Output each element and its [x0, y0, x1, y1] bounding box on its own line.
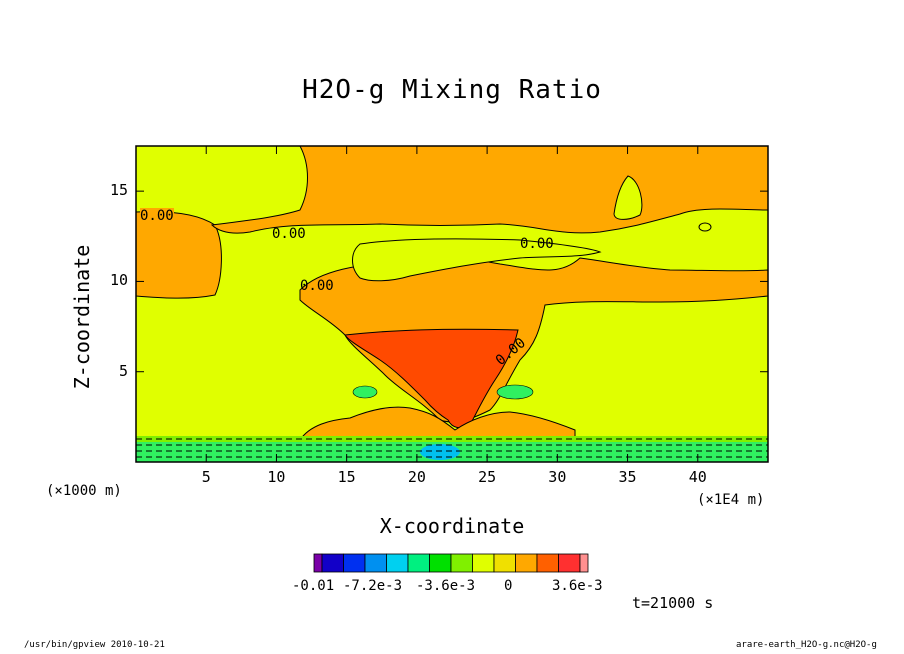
time-label: t=21000 s [632, 594, 714, 612]
x-axis-label: X-coordinate [379, 514, 525, 538]
x-unit-label: (×1000 m) [46, 483, 122, 499]
colorbar [313, 553, 589, 573]
colorbar-swatch [558, 553, 581, 573]
x-tick-label: 25 [478, 468, 497, 486]
colorbar-swatch [313, 553, 323, 573]
yellow-pocket [352, 238, 602, 282]
colorbar-label: 3.6e-3 [552, 578, 603, 594]
colorbar-swatch [579, 553, 589, 573]
colorbar-swatch [364, 553, 387, 573]
colorbar-swatch [472, 553, 495, 573]
yellow-spot-small [698, 222, 712, 232]
contour-label: 0.00 [520, 236, 554, 252]
y-tick-label: 5 [118, 361, 128, 380]
contour-label: 0.00 [272, 226, 306, 242]
negative-core [420, 444, 460, 460]
contour-label: 0.00 [300, 278, 334, 294]
x-tick-label: 20 [407, 468, 426, 486]
plot-frame [135, 145, 769, 463]
x-tick-label: 40 [688, 468, 707, 486]
colorbar-label: -3.6e-3 [416, 578, 476, 594]
y-tick-label: 15 [109, 181, 128, 200]
colorbar-swatch [536, 553, 559, 573]
chart-title: H2O-g Mixing Ratio [302, 75, 602, 105]
colorbar-label: 0 [504, 578, 513, 594]
negative-contours [136, 438, 768, 458]
colorbar-swatch [493, 553, 516, 573]
yellow-spot [613, 175, 643, 220]
colorbar-swatch [450, 553, 473, 573]
y-tick-label: 10 [109, 271, 128, 290]
colorbar-label: -0.01 [292, 578, 335, 594]
x-ticks [205, 146, 699, 462]
green-blob-left [352, 385, 378, 399]
colorbar-label: -7.2e-3 [343, 578, 403, 594]
colorbar-swatch [321, 553, 344, 573]
y-axis-label: Z-coordinate [70, 244, 94, 390]
x-tick-label: 5 [201, 468, 211, 486]
green-blob-right [496, 384, 534, 400]
x-tick-label: 30 [548, 468, 567, 486]
positive-region-left [135, 211, 222, 299]
footer-right: arare-earth_H2O-g.nc@H2O-g [736, 640, 877, 650]
x-tick-label: 35 [618, 468, 637, 486]
x-tick-label: 15 [337, 468, 356, 486]
y-ticks [136, 190, 768, 373]
colorbar-swatch [515, 553, 538, 573]
x-unit-label-right: (×1E4 m) [697, 492, 765, 508]
colorbar-swatch [429, 553, 452, 573]
colorbar-swatch [407, 553, 430, 573]
x-tick-label: 10 [267, 468, 286, 486]
positive-region-lower [299, 406, 576, 441]
colorbar-swatch [386, 553, 409, 573]
contour-label: 0.00 [140, 208, 174, 224]
footer-left: /usr/bin/gpview 2010-10-21 [24, 640, 165, 650]
colorbar-swatch [343, 553, 366, 573]
